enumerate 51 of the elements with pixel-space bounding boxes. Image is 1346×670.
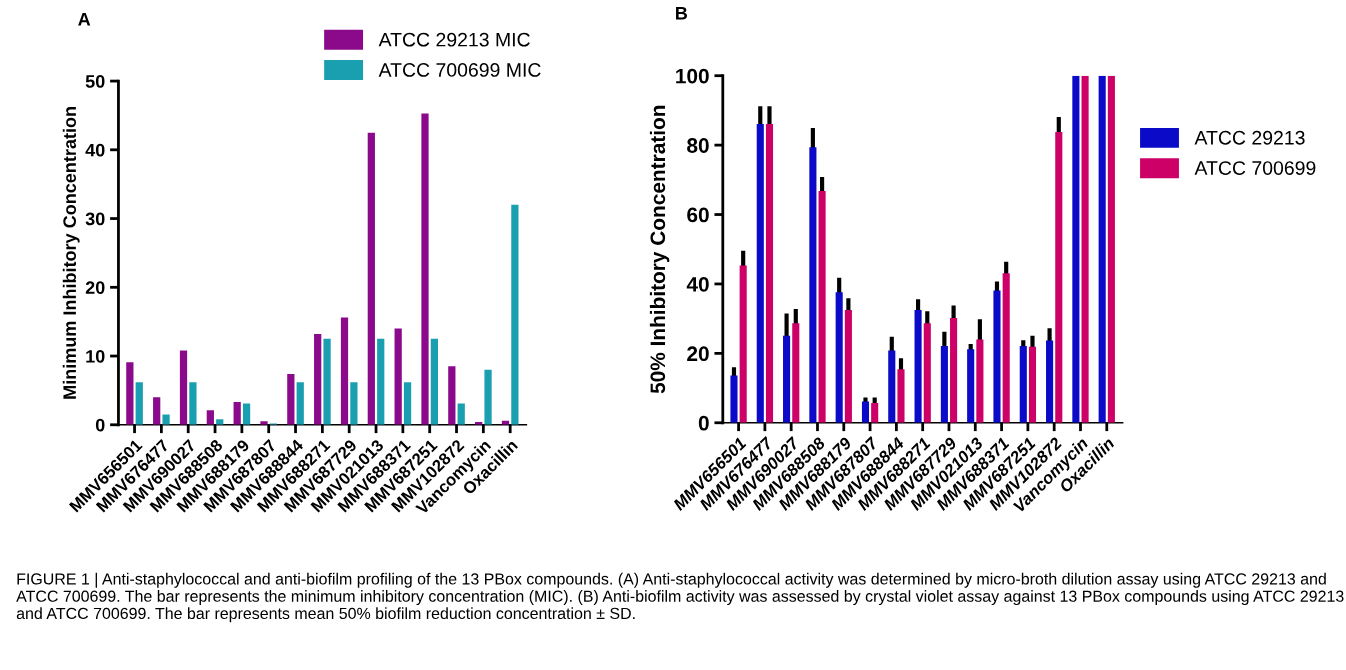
legend-label: ATCC 29213 MIC — [378, 32, 530, 47]
bar — [1072, 75, 1080, 423]
bar — [1107, 75, 1115, 423]
bar — [162, 414, 170, 425]
y-tick-label: 40 — [85, 143, 105, 157]
bar — [1081, 75, 1089, 423]
bar — [421, 113, 429, 425]
bar — [403, 382, 412, 425]
bar — [377, 338, 385, 425]
caption: FIGURE 1 | Anti-staphylococcal and anti-biofilm profiling of the 13 PBox compounds. (A) Anti-staphylococcal activity was determined by micro-broth dilution assay using ATCC 29213 and ATCC 700699. The bar represents the minimum inhibitory concentration (MIC). (B) Anti-biofilm activity was assessed by crystal violet assay against 13 PBox compounds using ATCC 29213 and ATCC 700699. The bar represents mean 50% biofilm reduction concentration ± SD. — [16, 572, 1344, 623]
bar — [233, 402, 241, 425]
bar — [511, 204, 519, 425]
bar — [448, 366, 456, 425]
bar — [296, 382, 304, 425]
legend-label: ATCC 700699 — [1194, 161, 1316, 175]
bar — [189, 382, 197, 425]
bar — [287, 373, 295, 425]
text: A — [78, 12, 91, 26]
bar — [350, 382, 358, 425]
bar — [242, 403, 251, 425]
bar — [340, 317, 349, 425]
y-tick-label: 20 — [85, 281, 105, 295]
y-tick-label: 60 — [687, 207, 709, 223]
bar — [367, 132, 375, 425]
y-tick-label: 30 — [85, 212, 105, 226]
y-tick-label: 50 — [85, 75, 105, 88]
bar — [206, 410, 214, 425]
bar — [260, 421, 268, 425]
bar — [1098, 75, 1106, 423]
bar — [153, 397, 161, 425]
y-axis-title: 50% Inhibitory Concentration — [649, 105, 670, 394]
y-tick-label: 20 — [687, 346, 709, 362]
bar — [484, 369, 492, 425]
y-tick-label: 10 — [86, 349, 105, 363]
y-tick-label: 0 — [95, 418, 105, 432]
legend-label: ATCC 700699 MIC — [378, 63, 541, 77]
bar — [179, 350, 188, 425]
y-tick-label: 100 — [676, 68, 709, 84]
bar — [457, 403, 465, 425]
y-axis-title: Minimum Inhibitory Concentration — [62, 107, 80, 399]
bar — [323, 338, 331, 425]
y-tick-label: 0 — [698, 415, 709, 431]
bar — [394, 328, 402, 425]
legend-label: ATCC 29213 — [1194, 130, 1305, 145]
bar — [126, 362, 134, 425]
text: B — [676, 6, 688, 20]
y-tick-label: 40 — [686, 276, 709, 292]
bar — [314, 334, 322, 425]
bar — [135, 382, 143, 425]
bar — [430, 338, 439, 425]
y-tick-label: 80 — [687, 138, 709, 153]
